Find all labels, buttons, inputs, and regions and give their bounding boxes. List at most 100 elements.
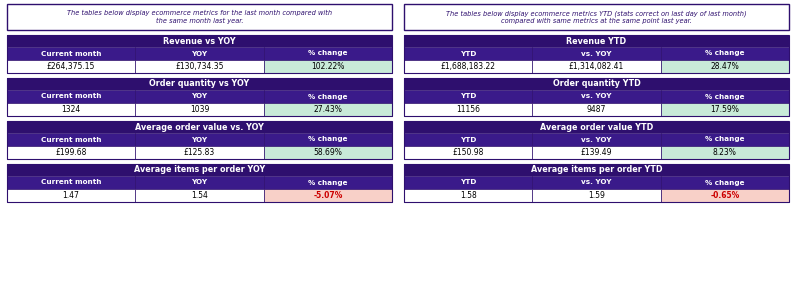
- FancyBboxPatch shape: [533, 146, 661, 159]
- Text: YOY: YOY: [191, 50, 208, 57]
- Text: Order quantity YTD: Order quantity YTD: [552, 79, 640, 88]
- FancyBboxPatch shape: [404, 78, 789, 90]
- FancyBboxPatch shape: [533, 176, 661, 189]
- FancyBboxPatch shape: [661, 90, 789, 103]
- Text: 102.22%: 102.22%: [311, 62, 345, 71]
- FancyBboxPatch shape: [7, 4, 392, 30]
- FancyBboxPatch shape: [135, 176, 263, 189]
- Text: YOY: YOY: [191, 180, 208, 185]
- Text: Current month: Current month: [41, 93, 101, 100]
- Text: % change: % change: [705, 137, 744, 142]
- Text: 1.47: 1.47: [63, 191, 80, 200]
- FancyBboxPatch shape: [263, 90, 392, 103]
- FancyBboxPatch shape: [404, 133, 533, 146]
- Text: 1039: 1039: [189, 105, 209, 114]
- FancyBboxPatch shape: [263, 189, 392, 202]
- Text: 1.58: 1.58: [460, 191, 477, 200]
- Text: £150.98: £150.98: [452, 148, 484, 157]
- Text: % change: % change: [705, 50, 744, 57]
- Text: £199.68: £199.68: [56, 148, 87, 157]
- Text: % change: % change: [308, 180, 348, 185]
- Text: The tables below display ecommerce metrics for the last month compared with
the : The tables below display ecommerce metri…: [67, 10, 332, 24]
- FancyBboxPatch shape: [7, 47, 135, 60]
- Text: Current month: Current month: [41, 50, 101, 57]
- FancyBboxPatch shape: [135, 133, 263, 146]
- FancyBboxPatch shape: [135, 90, 263, 103]
- FancyBboxPatch shape: [263, 60, 392, 73]
- Text: Average items per order YTD: Average items per order YTD: [531, 166, 662, 175]
- FancyBboxPatch shape: [404, 121, 789, 133]
- FancyBboxPatch shape: [661, 146, 789, 159]
- FancyBboxPatch shape: [263, 103, 392, 116]
- Text: YOY: YOY: [191, 93, 208, 100]
- FancyBboxPatch shape: [7, 90, 135, 103]
- Text: vs. YOY: vs. YOY: [581, 50, 612, 57]
- FancyBboxPatch shape: [135, 103, 263, 116]
- FancyBboxPatch shape: [661, 60, 789, 73]
- FancyBboxPatch shape: [404, 60, 533, 73]
- FancyBboxPatch shape: [7, 103, 135, 116]
- Text: % change: % change: [308, 50, 348, 57]
- Text: The tables below display ecommerce metrics YTD (stats correct on last day of las: The tables below display ecommerce metri…: [447, 10, 747, 24]
- Text: vs. YOY: vs. YOY: [581, 93, 612, 100]
- Text: 8.23%: 8.23%: [713, 148, 737, 157]
- FancyBboxPatch shape: [533, 47, 661, 60]
- Text: Order quantity vs YOY: Order quantity vs YOY: [150, 79, 250, 88]
- FancyBboxPatch shape: [7, 189, 135, 202]
- Text: Average items per order YOY: Average items per order YOY: [134, 166, 265, 175]
- Text: vs. YOY: vs. YOY: [581, 137, 612, 142]
- Text: 58.69%: 58.69%: [314, 148, 342, 157]
- FancyBboxPatch shape: [404, 103, 533, 116]
- Text: 1.54: 1.54: [191, 191, 208, 200]
- FancyBboxPatch shape: [135, 47, 263, 60]
- Text: Average order value YTD: Average order value YTD: [540, 122, 654, 132]
- FancyBboxPatch shape: [404, 35, 789, 47]
- Text: £125.83: £125.83: [184, 148, 215, 157]
- FancyBboxPatch shape: [533, 189, 661, 202]
- Text: YTD: YTD: [460, 137, 476, 142]
- Text: 9487: 9487: [587, 105, 607, 114]
- Text: Average order value vs. YOY: Average order value vs. YOY: [135, 122, 264, 132]
- FancyBboxPatch shape: [661, 133, 789, 146]
- Text: 1324: 1324: [61, 105, 80, 114]
- Text: % change: % change: [308, 93, 348, 100]
- Text: £139.49: £139.49: [581, 148, 612, 157]
- Text: -5.07%: -5.07%: [313, 191, 342, 200]
- FancyBboxPatch shape: [263, 133, 392, 146]
- Text: £1,314,082.41: £1,314,082.41: [569, 62, 624, 71]
- Text: vs. YOY: vs. YOY: [581, 180, 612, 185]
- FancyBboxPatch shape: [404, 4, 789, 30]
- FancyBboxPatch shape: [263, 176, 392, 189]
- Text: YOY: YOY: [191, 137, 208, 142]
- FancyBboxPatch shape: [533, 103, 661, 116]
- Text: % change: % change: [308, 137, 348, 142]
- Text: Revenue YTD: Revenue YTD: [567, 37, 626, 45]
- Text: YTD: YTD: [460, 180, 476, 185]
- FancyBboxPatch shape: [404, 176, 533, 189]
- FancyBboxPatch shape: [404, 47, 533, 60]
- FancyBboxPatch shape: [135, 189, 263, 202]
- Text: 11156: 11156: [456, 105, 480, 114]
- Text: 27.43%: 27.43%: [314, 105, 342, 114]
- Text: Current month: Current month: [41, 180, 101, 185]
- Text: £130,734.35: £130,734.35: [175, 62, 224, 71]
- FancyBboxPatch shape: [7, 164, 392, 176]
- FancyBboxPatch shape: [533, 90, 661, 103]
- FancyBboxPatch shape: [7, 121, 392, 133]
- Text: £1,688,183.22: £1,688,183.22: [441, 62, 496, 71]
- FancyBboxPatch shape: [661, 103, 789, 116]
- Text: % change: % change: [705, 180, 744, 185]
- FancyBboxPatch shape: [7, 176, 135, 189]
- FancyBboxPatch shape: [661, 47, 789, 60]
- FancyBboxPatch shape: [263, 47, 392, 60]
- FancyBboxPatch shape: [661, 189, 789, 202]
- FancyBboxPatch shape: [135, 146, 263, 159]
- FancyBboxPatch shape: [263, 146, 392, 159]
- FancyBboxPatch shape: [533, 60, 661, 73]
- FancyBboxPatch shape: [7, 60, 135, 73]
- Text: YTD: YTD: [460, 50, 476, 57]
- Text: YTD: YTD: [460, 93, 476, 100]
- FancyBboxPatch shape: [7, 146, 135, 159]
- Text: 17.59%: 17.59%: [711, 105, 739, 114]
- Text: % change: % change: [705, 93, 744, 100]
